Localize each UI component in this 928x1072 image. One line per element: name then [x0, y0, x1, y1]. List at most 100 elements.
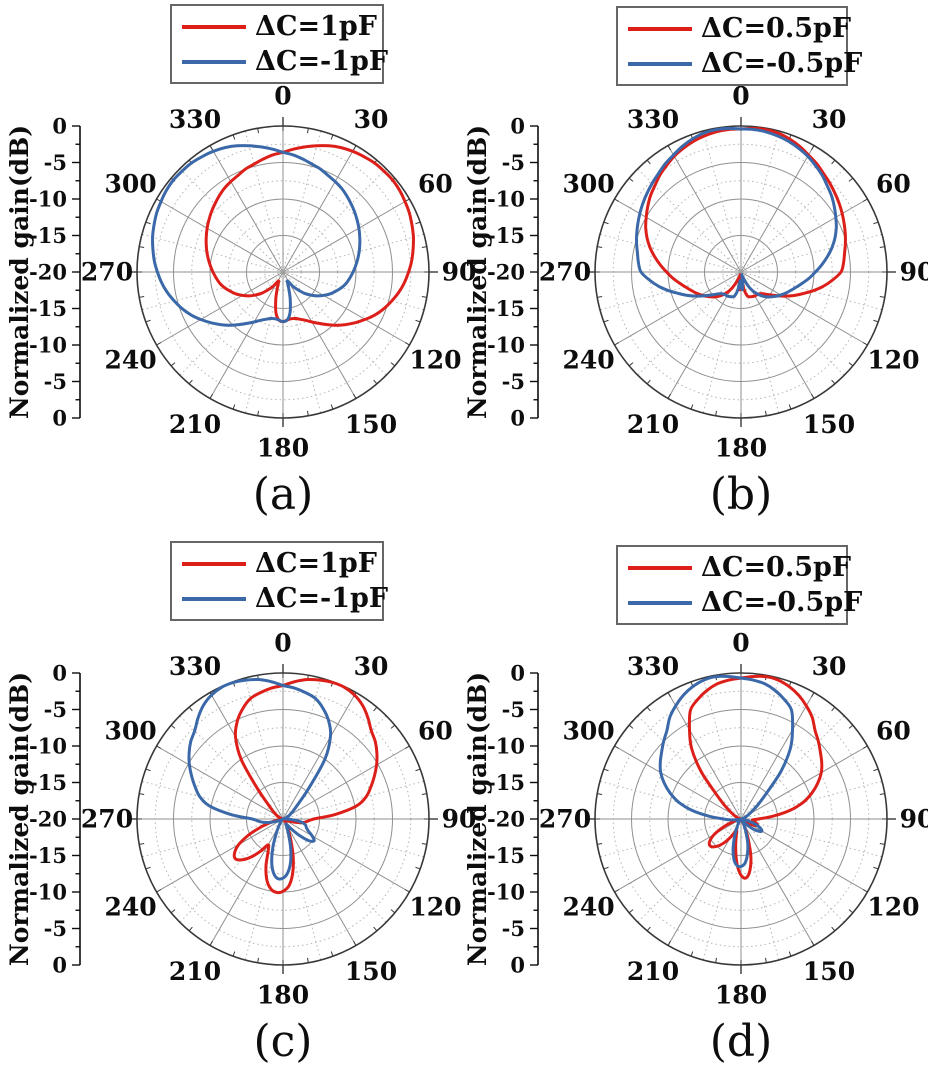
svg-text:150: 150	[345, 410, 397, 439]
svg-text:150: 150	[345, 957, 397, 986]
svg-text:-10: -10	[29, 333, 67, 358]
svg-text:120: 120	[867, 346, 919, 375]
polar-plot-b: 0 30 60 90 120 150 180 210 240 270 300 330 0 -5 -10 -15…	[487, 82, 928, 463]
svg-text:180: 180	[257, 434, 309, 463]
legend-label: ΔC=-0.5pF	[701, 48, 863, 79]
svg-text:270: 270	[539, 805, 591, 834]
svg-text:90: 90	[900, 805, 928, 834]
svg-text:-5: -5	[44, 697, 67, 722]
svg-text:0: 0	[52, 953, 67, 978]
svg-text:300: 300	[104, 170, 156, 199]
svg-text:-15: -15	[487, 223, 525, 248]
svg-text:-10: -10	[487, 734, 525, 759]
blue-line-sample	[628, 61, 692, 66]
svg-text:-10: -10	[29, 734, 67, 759]
svg-text:0: 0	[274, 629, 291, 658]
svg-text:-5: -5	[502, 916, 525, 941]
svg-text:180: 180	[715, 434, 767, 463]
axis-title-d: Normalized gain(dB)	[463, 671, 492, 967]
red-line-sample	[628, 565, 692, 570]
svg-text:-5: -5	[502, 150, 525, 175]
svg-text:-15: -15	[29, 843, 67, 868]
legend-plot-b: ΔC=0.5pF ΔC=-0.5pF	[616, 6, 862, 86]
svg-text:-10: -10	[487, 187, 525, 212]
svg-text:-20: -20	[29, 807, 67, 832]
svg-text:210: 210	[627, 957, 679, 986]
legend-entry: ΔC=1pF	[182, 546, 377, 581]
svg-text:-5: -5	[44, 150, 67, 175]
svg-text:120: 120	[409, 893, 461, 922]
svg-text:0: 0	[510, 114, 525, 139]
svg-text:-15: -15	[29, 296, 67, 321]
legend-entry: ΔC=-1pF	[182, 44, 388, 79]
legend-label: ΔC=1pF	[255, 11, 377, 42]
svg-text:0: 0	[732, 629, 749, 658]
pattern-curve	[687, 674, 824, 880]
legend-entry: ΔC=-0.5pF	[628, 46, 862, 81]
svg-text:300: 300	[562, 170, 614, 199]
legend-entry: ΔC=-0.5pF	[628, 585, 862, 620]
svg-text:30: 30	[812, 652, 847, 681]
svg-text:30: 30	[812, 105, 847, 134]
svg-text:180: 180	[715, 981, 767, 1010]
pattern-curve	[151, 144, 362, 327]
polar-plot-d: 0 30 60 90 120 150 180 210 240 270 300 330 0 -5 -10 -15…	[487, 629, 928, 1010]
legend-label: ΔC=0.5pF	[701, 552, 852, 583]
axis-title-a: Normalized gain(dB)	[5, 124, 34, 420]
svg-text:300: 300	[562, 717, 614, 746]
pattern-curve	[635, 126, 838, 299]
legend-entry: ΔC=-1pF	[182, 581, 388, 616]
svg-text:0: 0	[510, 953, 525, 978]
blue-line-sample	[182, 59, 246, 64]
legend-label: ΔC=-1pF	[255, 583, 389, 614]
svg-text:60: 60	[876, 170, 911, 199]
svg-text:-15: -15	[487, 843, 525, 868]
svg-text:0: 0	[274, 82, 291, 111]
svg-text:270: 270	[539, 258, 591, 287]
svg-text:330: 330	[627, 652, 679, 681]
svg-text:0: 0	[52, 114, 67, 139]
axis-title-c: Normalized gain(dB)	[5, 671, 34, 967]
svg-text:180: 180	[257, 981, 309, 1010]
svg-text:-20: -20	[487, 807, 525, 832]
blue-line-sample	[628, 600, 692, 605]
caption-a: (a)	[252, 469, 314, 520]
svg-text:-15: -15	[487, 770, 525, 795]
axis-title-b: Normalized gain(dB)	[463, 124, 492, 420]
pattern-curve	[187, 677, 333, 881]
svg-text:210: 210	[169, 410, 221, 439]
red-line-sample	[628, 26, 692, 31]
svg-text:270: 270	[81, 258, 133, 287]
svg-text:-10: -10	[29, 187, 67, 212]
legend-plot-c: ΔC=1pF ΔC=-1pF	[170, 541, 388, 621]
svg-text:60: 60	[876, 717, 911, 746]
svg-text:210: 210	[627, 410, 679, 439]
legend-label: ΔC=0.5pF	[701, 13, 852, 44]
svg-text:0: 0	[732, 82, 749, 111]
svg-text:330: 330	[169, 652, 221, 681]
svg-text:-10: -10	[487, 333, 525, 358]
legend-entry: ΔC=0.5pF	[628, 550, 851, 585]
svg-text:300: 300	[104, 717, 156, 746]
legend-label: ΔC=-1pF	[255, 46, 389, 77]
svg-text:0: 0	[52, 661, 67, 686]
legend-plot-d: ΔC=0.5pF ΔC=-0.5pF	[616, 545, 862, 625]
svg-text:240: 240	[562, 346, 614, 375]
svg-text:-10: -10	[487, 880, 525, 905]
caption-c: (c)	[253, 1016, 313, 1067]
svg-text:-5: -5	[502, 697, 525, 722]
svg-text:90: 90	[442, 805, 477, 834]
svg-text:-15: -15	[29, 770, 67, 795]
svg-text:0: 0	[510, 661, 525, 686]
svg-text:240: 240	[562, 893, 614, 922]
red-line-sample	[182, 24, 246, 29]
polar-plot-c: 0 30 60 90 120 150 180 210 240 270 300 330 0 -5 -10 -15…	[29, 629, 476, 1010]
svg-text:120: 120	[409, 346, 461, 375]
svg-text:270: 270	[81, 805, 133, 834]
svg-text:-15: -15	[487, 296, 525, 321]
pattern-curve	[232, 677, 379, 895]
svg-text:30: 30	[354, 652, 389, 681]
legend-label: ΔC=-0.5pF	[701, 587, 863, 618]
svg-text:-10: -10	[29, 880, 67, 905]
